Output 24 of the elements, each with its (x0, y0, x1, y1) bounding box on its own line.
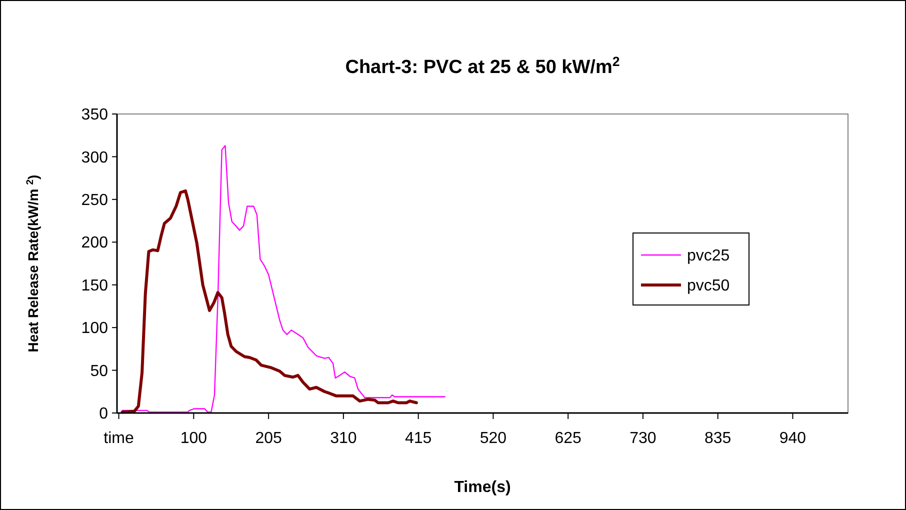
legend-label: pvc50 (687, 278, 730, 295)
x-tick-label: 625 (554, 430, 582, 447)
x-tick-label: 415 (404, 430, 432, 447)
x-tick-label: 940 (779, 430, 806, 447)
x-tick-label: 520 (480, 430, 507, 447)
y-tick-label: 50 (90, 362, 108, 380)
legend-label: pvc25 (687, 248, 730, 265)
x-tick-label: 835 (704, 430, 732, 447)
y-tick-label: 150 (81, 277, 108, 294)
x-tick-label: 100 (180, 430, 208, 447)
y-tick-label: 200 (81, 234, 108, 252)
y-tick-label: 350 (81, 106, 108, 124)
y-tick-label: 0 (99, 406, 108, 423)
y-tick-label: 250 (81, 192, 108, 210)
chart-title: Chart-3: PVC at 25 & 50 kW/m$^{2}$ (345, 54, 620, 78)
x-tick-label: time (104, 430, 134, 447)
y-tick-label: 300 (81, 149, 108, 166)
line-series (120, 189, 418, 414)
y-tick-label: 100 (81, 320, 108, 338)
line-series (122, 145, 446, 413)
x-tick-label: 310 (330, 430, 357, 447)
x-tick-label: 205 (255, 430, 282, 447)
x-tick-label: 730 (630, 430, 656, 447)
x-axis-title: Time(s) (454, 479, 511, 496)
